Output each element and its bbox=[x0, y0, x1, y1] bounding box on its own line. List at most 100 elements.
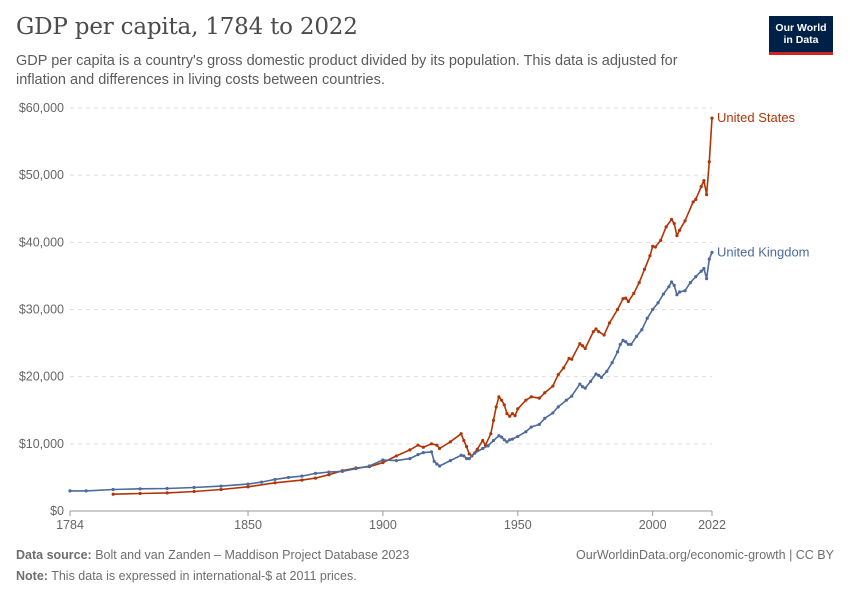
series-line-united-states bbox=[113, 118, 713, 495]
data-point-united-kingdom bbox=[699, 269, 703, 273]
data-point-united-states bbox=[597, 330, 601, 334]
data-point-united-states bbox=[591, 330, 595, 334]
data-point-united-kingdom bbox=[645, 316, 649, 320]
data-point-united-states bbox=[578, 342, 582, 346]
data-point-united-kingdom bbox=[688, 281, 693, 285]
data-point-united-states bbox=[637, 281, 641, 285]
data-point-united-states bbox=[621, 297, 625, 301]
data-point-united-states bbox=[429, 442, 434, 446]
data-point-united-states bbox=[313, 476, 318, 480]
chart-title: GDP per capita, 1784 to 2022 bbox=[16, 14, 358, 40]
data-point-united-kingdom bbox=[594, 372, 598, 376]
data-point-united-states bbox=[381, 461, 385, 465]
data-point-united-kingdom bbox=[675, 293, 679, 297]
data-point-united-states bbox=[543, 391, 547, 395]
data-point-united-states bbox=[562, 366, 566, 370]
data-point-united-kingdom bbox=[707, 257, 711, 261]
data-point-united-kingdom bbox=[667, 285, 671, 289]
note-label: Note: bbox=[16, 569, 48, 583]
data-point-united-states bbox=[659, 238, 663, 242]
data-point-united-states bbox=[497, 395, 501, 399]
data-point-united-kingdom bbox=[467, 457, 471, 461]
data-point-united-states bbox=[505, 412, 509, 416]
data-point-united-states bbox=[626, 299, 630, 304]
line-chart: $0 $10,000 $20,000 $30,000 $40,000 $50,000 $60… bbox=[19, 101, 810, 532]
data-point-united-kingdom bbox=[615, 350, 620, 354]
data-point-united-states bbox=[513, 414, 517, 418]
data-point-united-states bbox=[327, 473, 331, 477]
data-point-united-states bbox=[508, 414, 512, 418]
data-point-united-kingdom bbox=[661, 292, 666, 296]
credit-link[interactable]: OurWorldinData.org/economic-growth | CC … bbox=[576, 548, 834, 562]
data-point-united-states bbox=[567, 356, 571, 361]
data-point-united-kingdom bbox=[491, 438, 496, 443]
data-point-united-states bbox=[594, 327, 598, 331]
data-point-united-kingdom bbox=[683, 289, 687, 293]
data-point-united-states bbox=[678, 228, 682, 232]
data-point-united-states bbox=[705, 193, 709, 197]
data-point-united-states bbox=[537, 396, 541, 400]
data-point-united-states bbox=[602, 333, 606, 337]
data-point-united-kingdom bbox=[313, 471, 318, 475]
data-point-united-kingdom bbox=[111, 487, 115, 492]
data-point-united-kingdom bbox=[578, 382, 582, 386]
chart-subtitle: GDP per capita is a country's gross dome… bbox=[16, 53, 678, 88]
logo-line-2: in Data bbox=[783, 34, 819, 46]
x-tick-label: 1950 bbox=[504, 518, 532, 532]
data-point-united-kingdom bbox=[497, 434, 501, 438]
data-point-united-states bbox=[435, 443, 439, 447]
data-point-united-states bbox=[651, 244, 655, 248]
data-point-united-kingdom bbox=[597, 373, 601, 377]
data-point-united-kingdom bbox=[505, 440, 509, 444]
data-point-united-states bbox=[416, 443, 420, 447]
data-point-united-kingdom bbox=[473, 451, 477, 455]
y-tick-label: $30,000 bbox=[19, 303, 64, 317]
data-point-united-kingdom bbox=[508, 438, 512, 442]
series-label-united-states: United States bbox=[717, 110, 796, 125]
data-point-united-states bbox=[499, 398, 504, 402]
data-point-united-kingdom bbox=[516, 434, 520, 439]
data-source: Data source: Bolt and van Zanden – Maddi… bbox=[16, 548, 409, 562]
data-point-united-states bbox=[494, 405, 498, 409]
data-point-united-kingdom bbox=[551, 411, 555, 415]
y-tick-label: $50,000 bbox=[19, 168, 64, 182]
y-tick-label: $20,000 bbox=[19, 370, 64, 384]
data-point-united-kingdom bbox=[165, 486, 169, 491]
data-point-united-states bbox=[524, 398, 528, 402]
data-point-united-kingdom bbox=[564, 398, 568, 402]
data-point-united-states bbox=[529, 395, 533, 399]
data-point-united-states bbox=[437, 446, 442, 451]
data-point-united-kingdom bbox=[694, 274, 698, 279]
data-point-united-states bbox=[516, 407, 520, 411]
data-point-united-kingdom bbox=[672, 283, 676, 287]
data-point-united-states bbox=[421, 445, 425, 449]
data-point-united-states bbox=[467, 452, 471, 456]
data-point-united-kingdom bbox=[354, 467, 358, 471]
data-point-united-states bbox=[510, 412, 514, 416]
data-point-united-kingdom bbox=[651, 307, 655, 312]
data-point-united-states bbox=[583, 346, 587, 351]
data-point-united-kingdom bbox=[68, 489, 72, 493]
y-tick-label: $10,000 bbox=[19, 437, 64, 451]
data-point-united-states bbox=[707, 160, 711, 164]
data-point-united-kingdom bbox=[273, 477, 277, 482]
data-point-united-kingdom bbox=[529, 425, 533, 429]
data-point-united-states bbox=[653, 245, 657, 249]
data-point-united-kingdom bbox=[421, 450, 425, 455]
data-point-united-states bbox=[570, 357, 574, 361]
data-point-united-states bbox=[481, 438, 485, 443]
data-point-united-kingdom bbox=[570, 394, 574, 398]
data-point-united-states bbox=[580, 344, 585, 348]
data-point-united-kingdom bbox=[580, 385, 585, 389]
data-point-united-states bbox=[615, 307, 620, 312]
data-point-united-kingdom bbox=[448, 459, 452, 463]
note-text: This data is expressed in international-… bbox=[51, 569, 357, 583]
data-point-united-states bbox=[300, 478, 304, 482]
data-point-united-states bbox=[165, 491, 169, 495]
owid-logo[interactable]: Our World in Data bbox=[769, 16, 833, 55]
source-text[interactable]: Bolt and van Zanden – Maddison Project D… bbox=[95, 548, 410, 562]
x-tick-label: 1900 bbox=[369, 518, 397, 532]
data-point-united-kingdom bbox=[621, 338, 625, 342]
data-point-united-states bbox=[675, 234, 679, 238]
data-point-united-kingdom bbox=[502, 438, 506, 442]
